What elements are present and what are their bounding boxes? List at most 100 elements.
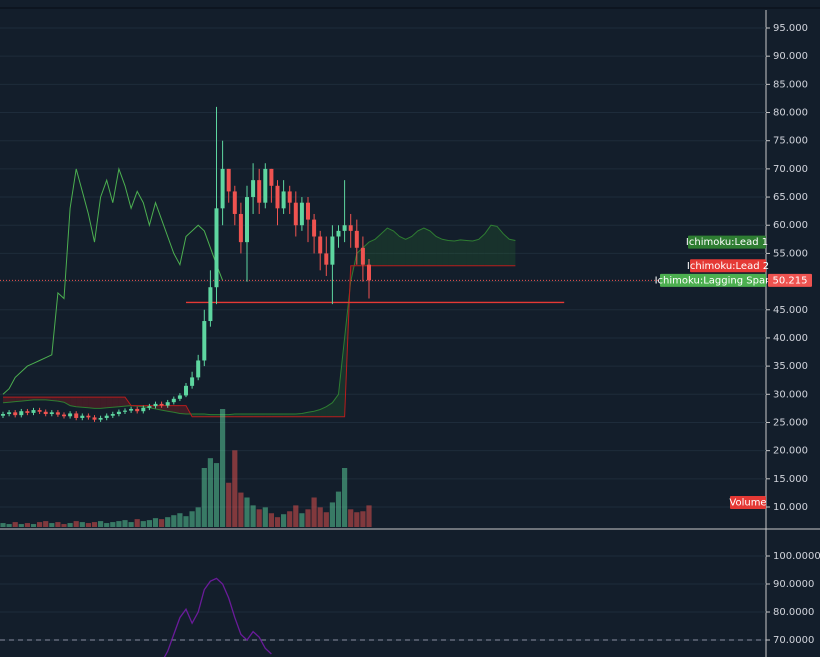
candle-body bbox=[293, 202, 298, 226]
cloud bbox=[94, 397, 101, 409]
candle-body bbox=[13, 412, 18, 416]
indicator-line bbox=[2, 166, 224, 395]
cloud bbox=[381, 228, 388, 266]
cloud bbox=[314, 409, 321, 417]
y-tick-label: 75.000 bbox=[773, 136, 808, 147]
legend-entry-bg bbox=[660, 273, 766, 287]
candle-body bbox=[336, 230, 341, 237]
candle-body bbox=[275, 185, 280, 209]
candle-body bbox=[190, 377, 195, 386]
volume-bar bbox=[250, 505, 256, 527]
candle-body bbox=[159, 403, 164, 406]
volume-bar bbox=[110, 522, 116, 527]
candle-body bbox=[110, 414, 115, 416]
volume-bar bbox=[43, 521, 49, 527]
volume-bar bbox=[85, 523, 91, 527]
cloud bbox=[369, 239, 376, 266]
volume-bar bbox=[61, 524, 67, 527]
cloud bbox=[466, 240, 473, 266]
last-price-label-bg bbox=[768, 273, 812, 287]
cloud bbox=[332, 394, 339, 417]
volume-bar bbox=[226, 482, 232, 527]
candle-body bbox=[196, 360, 201, 378]
volume-bar bbox=[360, 511, 366, 527]
volume-bar bbox=[91, 522, 98, 527]
candle-body bbox=[37, 410, 42, 412]
last-price-label: 50.215 bbox=[773, 275, 808, 286]
volume-bar bbox=[79, 522, 85, 527]
candle-body bbox=[220, 168, 225, 209]
y-tick-label: 25.000 bbox=[773, 417, 808, 428]
candle-body bbox=[238, 213, 243, 243]
volume-bar bbox=[12, 522, 18, 527]
volume-bar bbox=[274, 517, 281, 527]
cloud bbox=[9, 397, 16, 403]
cloud bbox=[240, 414, 247, 417]
candle-body bbox=[49, 412, 54, 415]
volume-bar bbox=[128, 522, 134, 527]
cloud bbox=[497, 226, 504, 266]
y-tick-label: 30.000 bbox=[773, 389, 808, 400]
cloud bbox=[277, 414, 284, 417]
y-tick-label: 70.000 bbox=[773, 164, 808, 175]
candle-body bbox=[165, 402, 170, 406]
cloud bbox=[259, 414, 266, 417]
volume-bar bbox=[293, 505, 299, 527]
volume-bar bbox=[171, 515, 177, 527]
volume-bar bbox=[220, 409, 226, 527]
volume-bar bbox=[201, 468, 207, 527]
cloud bbox=[423, 228, 430, 266]
volume-bar bbox=[305, 509, 311, 527]
volume-bar bbox=[244, 497, 250, 527]
cloud bbox=[436, 236, 443, 266]
cloud bbox=[167, 405, 174, 413]
y-tick-label: 65.000 bbox=[773, 192, 808, 203]
cloud bbox=[234, 414, 241, 417]
y-tick-label: 95.000 bbox=[773, 23, 808, 34]
volume-bar bbox=[73, 521, 79, 527]
volume-bar bbox=[152, 518, 159, 527]
y-tick-label: 90.000 bbox=[773, 51, 808, 62]
legend-entry: Ichimoku:Lead 1 bbox=[686, 237, 768, 248]
y-tick-label: 35.000 bbox=[773, 361, 808, 372]
candle-body bbox=[214, 208, 219, 288]
volume-bar bbox=[329, 502, 335, 527]
candle-body bbox=[129, 408, 134, 411]
candle-body bbox=[171, 398, 176, 403]
legend-entry: Ichimoku:Lagging Span bbox=[655, 275, 772, 286]
volume-bar bbox=[323, 512, 329, 527]
cloud bbox=[3, 397, 10, 403]
y-tick-label: 85.000 bbox=[773, 79, 808, 90]
cloud bbox=[478, 233, 485, 266]
cloud bbox=[112, 397, 119, 408]
indicator-line bbox=[3, 265, 516, 418]
y-tick-label: 20.000 bbox=[773, 446, 808, 457]
cloud bbox=[417, 228, 424, 266]
candle-body bbox=[19, 411, 24, 416]
candle-body bbox=[31, 410, 36, 413]
volume-bar bbox=[354, 512, 360, 527]
volume-bar bbox=[116, 521, 122, 527]
volume-label: Volume bbox=[729, 497, 766, 508]
cloud bbox=[472, 239, 479, 266]
cloud bbox=[509, 239, 516, 266]
y-tick-label: 55.000 bbox=[773, 248, 808, 259]
y-tick-label: 80.0000 bbox=[773, 607, 814, 618]
volume-label-bg bbox=[730, 495, 766, 509]
volume-bar bbox=[299, 513, 305, 527]
volume-bar bbox=[6, 524, 12, 527]
volume-bar bbox=[30, 524, 37, 527]
candle-body bbox=[147, 406, 152, 408]
candle-body bbox=[226, 168, 231, 192]
cloud bbox=[338, 337, 345, 417]
cloud bbox=[33, 397, 40, 400]
candle-body bbox=[141, 407, 146, 412]
y-tick-label: 90.0000 bbox=[773, 579, 814, 590]
candle-body bbox=[74, 413, 79, 418]
candle-body bbox=[104, 415, 109, 418]
cloud bbox=[210, 414, 217, 417]
cloud bbox=[173, 405, 180, 414]
cloud bbox=[308, 411, 315, 417]
